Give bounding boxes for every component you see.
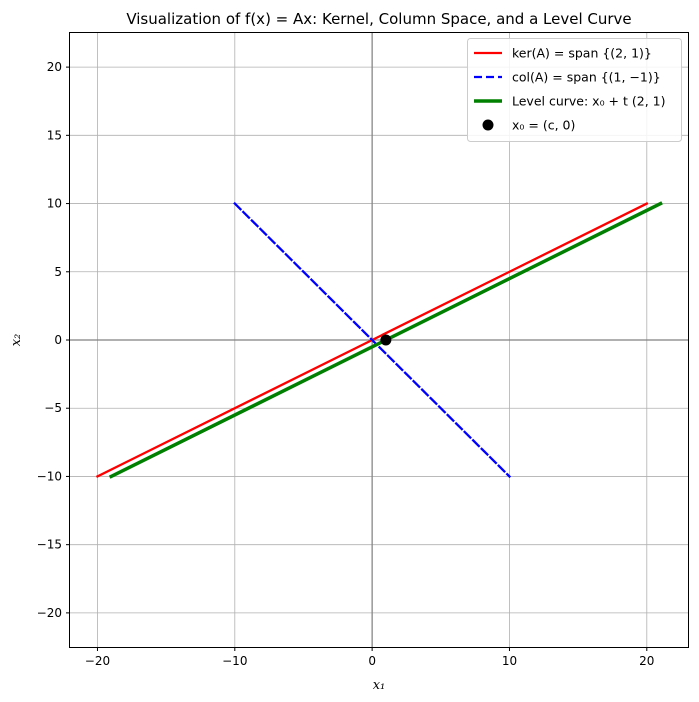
y-tick-label: 0 bbox=[54, 333, 62, 347]
series-layer bbox=[95, 201, 663, 479]
x-axis-title: x₁ bbox=[373, 678, 386, 693]
y-tick-label: 10 bbox=[47, 197, 62, 211]
series-2-line bbox=[233, 201, 512, 479]
y-tick-label: 5 bbox=[54, 265, 62, 279]
series-4-point bbox=[380, 334, 392, 346]
legend: ker(A) = span {(2, 1)} col(A) = span {(1,… bbox=[467, 38, 682, 142]
legend-box bbox=[467, 38, 682, 142]
y-tick-label: 15 bbox=[47, 128, 62, 142]
legend-entry-4-swatch bbox=[482, 119, 494, 131]
y-tick-label: 20 bbox=[47, 60, 62, 74]
y-axis-title: x₂ bbox=[9, 334, 24, 347]
y-tick-label: −15 bbox=[37, 538, 62, 552]
x-tick-label: 10 bbox=[502, 654, 517, 668]
x-tick-label: 0 bbox=[368, 654, 376, 668]
y-tick-label: −5 bbox=[44, 401, 62, 415]
x-tick-label: −10 bbox=[222, 654, 247, 668]
x-tick-label: 20 bbox=[639, 654, 654, 668]
legend-entry-1-label: ker(A) = span {(2, 1)} bbox=[512, 46, 652, 61]
chart-title: Visualization of f(x) = Ax: Kernel, Colu… bbox=[126, 10, 631, 28]
legend-entry-3-label: Level curve: x₀ + t (2, 1) bbox=[512, 94, 666, 109]
legend-entry-4-label: x₀ = (c, 0) bbox=[512, 118, 575, 133]
y-tick-label: −20 bbox=[37, 606, 62, 620]
y-axis-ticks: −20 −15 −10 −5 0 5 10 15 20 bbox=[37, 60, 70, 620]
legend-entry-2-label: col(A) = span {(1, −1)} bbox=[512, 70, 661, 85]
x-axis-ticks: −20 −10 0 10 20 bbox=[85, 647, 654, 668]
y-tick-label: −10 bbox=[37, 469, 62, 483]
x-tick-label: −20 bbox=[85, 654, 110, 668]
